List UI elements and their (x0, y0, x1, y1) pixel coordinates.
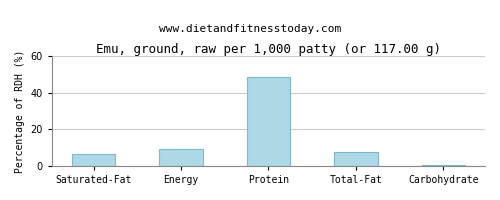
Title: Emu, ground, raw per 1,000 patty (or 117.00 g): Emu, ground, raw per 1,000 patty (or 117… (96, 43, 441, 56)
Bar (72, 154, 116, 166)
Bar (159, 149, 203, 166)
Bar (334, 152, 378, 166)
Bar (422, 165, 466, 166)
Bar (246, 77, 290, 166)
Y-axis label: Percentage of RDH (%): Percentage of RDH (%) (15, 49, 25, 173)
Text: www.dietandfitnesstoday.com: www.dietandfitnesstoday.com (159, 24, 341, 34)
